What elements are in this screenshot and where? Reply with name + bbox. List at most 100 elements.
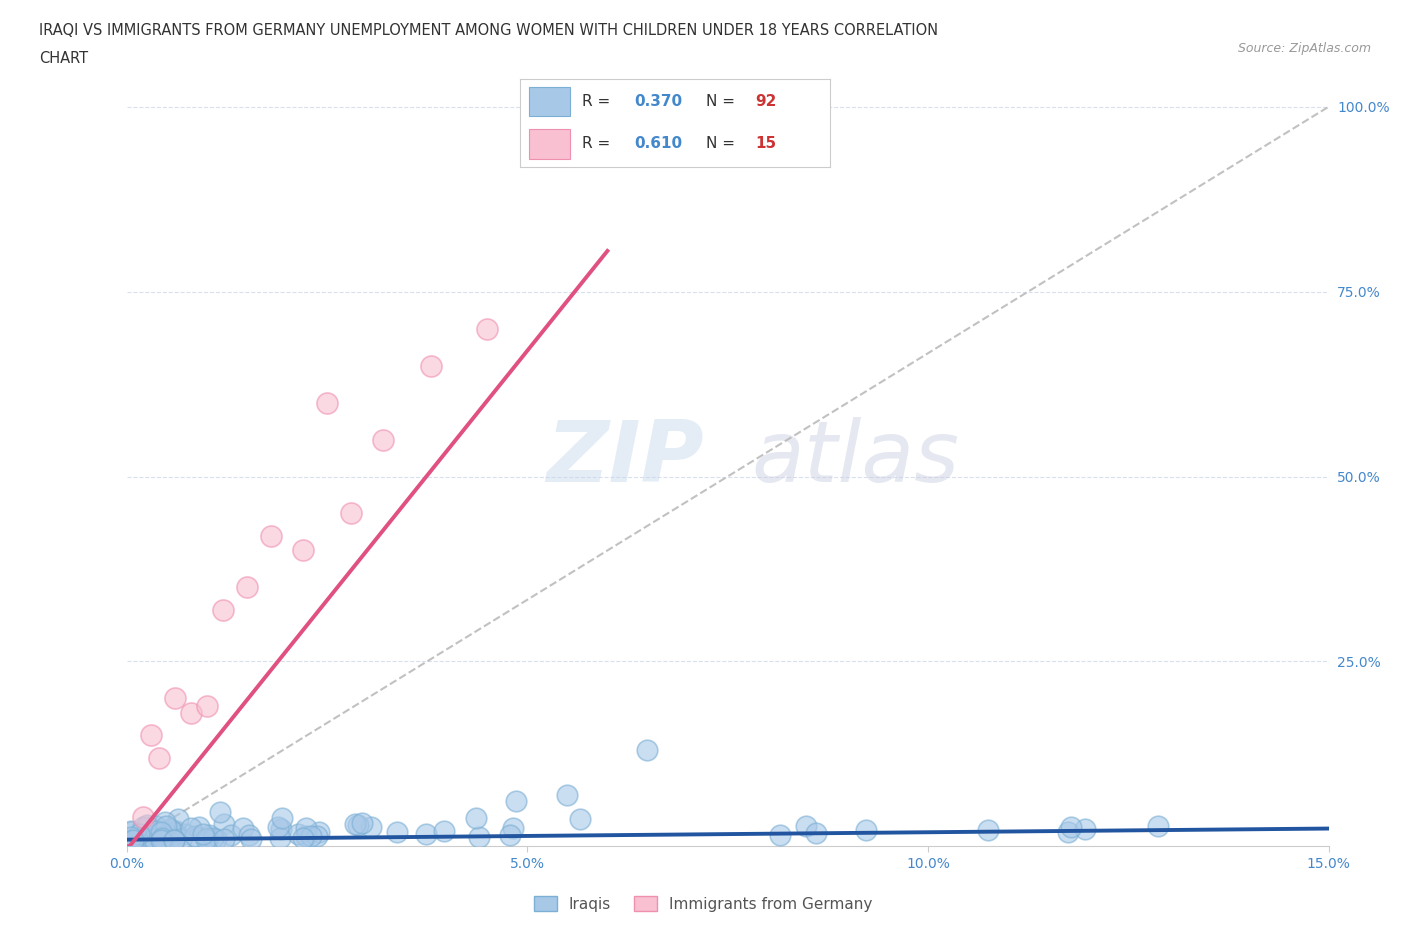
FancyBboxPatch shape: [530, 87, 569, 116]
Point: [806, 826, 828, 841]
Point: [136, 820, 159, 835]
Point: [129, 831, 152, 846]
Point: [120, 832, 142, 847]
Point: [136, 817, 159, 832]
Point: [120, 825, 142, 840]
Point: [270, 821, 292, 836]
Point: [291, 543, 314, 558]
Point: [156, 826, 179, 841]
Text: R =: R =: [582, 94, 616, 109]
Point: [467, 830, 489, 844]
Point: [160, 830, 183, 844]
Point: [209, 804, 232, 819]
Point: [299, 829, 322, 844]
Point: [128, 827, 150, 842]
Point: [271, 811, 294, 826]
Point: [139, 728, 162, 743]
Point: [344, 817, 367, 831]
Point: [149, 832, 172, 847]
Point: [308, 824, 330, 839]
Point: [125, 830, 148, 845]
Point: [204, 831, 226, 846]
Point: [145, 823, 167, 838]
Point: [433, 823, 456, 838]
Point: [153, 829, 176, 844]
Point: [502, 821, 524, 836]
Point: [131, 832, 153, 847]
Point: [143, 831, 166, 846]
Point: [194, 831, 217, 846]
Text: 0.370: 0.370: [634, 94, 683, 109]
Point: [267, 819, 290, 834]
Point: [135, 832, 157, 847]
Point: [121, 832, 143, 847]
Point: [360, 819, 382, 834]
Point: [139, 830, 162, 845]
Point: [568, 811, 591, 826]
Point: [475, 321, 498, 336]
Point: [153, 815, 176, 830]
Point: [149, 825, 172, 840]
Point: [121, 832, 143, 847]
Point: [120, 823, 142, 838]
Point: [239, 831, 262, 846]
Point: [186, 830, 208, 845]
Text: CHART: CHART: [39, 51, 89, 66]
Point: [145, 818, 167, 833]
Point: [166, 812, 188, 827]
Point: [287, 827, 309, 842]
Point: [855, 823, 877, 838]
Point: [238, 828, 260, 843]
Text: Source: ZipAtlas.com: Source: ZipAtlas.com: [1237, 42, 1371, 55]
Point: [202, 830, 225, 845]
Point: [148, 751, 170, 765]
Point: [131, 809, 153, 824]
Point: [184, 828, 207, 843]
Point: [150, 830, 173, 845]
Point: [340, 506, 363, 521]
Point: [163, 832, 186, 847]
Point: [150, 832, 173, 847]
Point: [1074, 822, 1097, 837]
Point: [212, 817, 235, 831]
Point: [174, 827, 197, 842]
Text: IRAQI VS IMMIGRANTS FROM GERMANY UNEMPLOYMENT AMONG WOMEN WITH CHILDREN UNDER 18: IRAQI VS IMMIGRANTS FROM GERMANY UNEMPLO…: [39, 23, 938, 38]
Point: [191, 827, 214, 842]
Point: [188, 820, 211, 835]
Point: [180, 706, 202, 721]
Point: [165, 823, 187, 838]
Point: [159, 821, 181, 836]
Point: [146, 826, 169, 841]
Legend: Iraqis, Immigrants from Germany: Iraqis, Immigrants from Germany: [527, 890, 879, 918]
Point: [152, 830, 174, 845]
Point: [420, 358, 443, 373]
Point: [1060, 819, 1083, 834]
Point: [160, 831, 183, 846]
Point: [120, 830, 142, 844]
Point: [498, 828, 520, 843]
Point: [145, 827, 167, 842]
Point: [212, 831, 235, 846]
FancyBboxPatch shape: [530, 129, 569, 159]
Point: [315, 395, 337, 410]
Point: [794, 819, 817, 834]
Point: [291, 830, 314, 845]
Point: [352, 816, 374, 830]
Text: 92: 92: [755, 94, 776, 109]
Point: [235, 580, 259, 595]
Point: [636, 743, 658, 758]
Point: [557, 787, 579, 802]
Point: [505, 793, 527, 808]
Text: N =: N =: [706, 94, 740, 109]
Point: [305, 829, 328, 844]
Point: [163, 691, 186, 706]
Text: atlas: atlas: [752, 417, 960, 499]
Point: [170, 831, 193, 846]
Point: [195, 698, 218, 713]
Point: [1147, 818, 1170, 833]
Point: [768, 828, 790, 843]
Point: [163, 825, 186, 840]
Point: [219, 828, 242, 843]
Point: [371, 432, 394, 447]
Point: [347, 817, 370, 832]
